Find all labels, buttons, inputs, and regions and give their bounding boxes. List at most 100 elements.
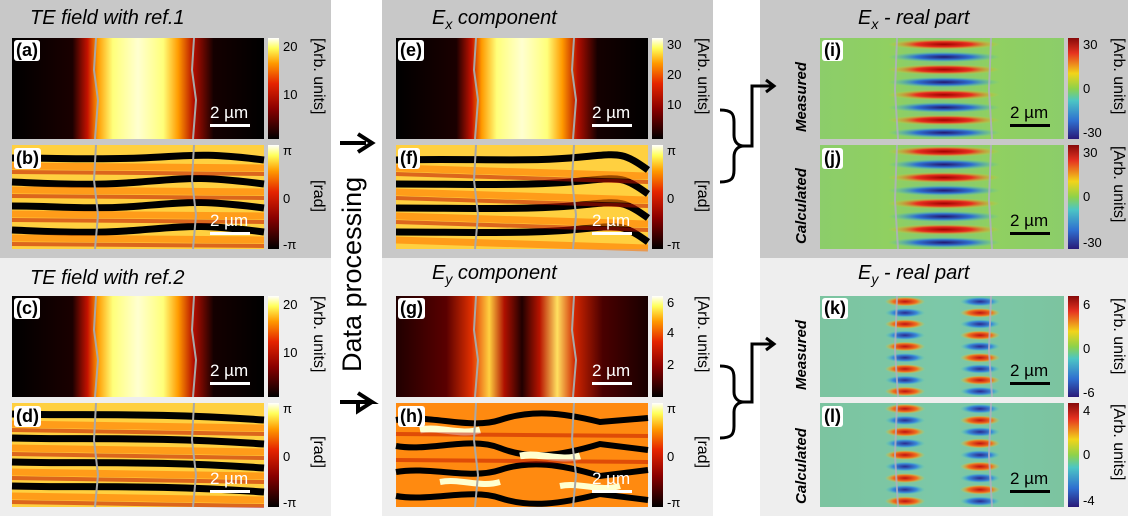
field-lobe xyxy=(885,415,925,426)
title-exr-sub: x xyxy=(871,16,879,32)
cb-i-tick-0: 0 xyxy=(1083,81,1091,96)
field-lobe xyxy=(960,386,1000,397)
scale-bar-g xyxy=(592,382,632,385)
panel-tag-k: (k) xyxy=(822,298,848,319)
field-lobe xyxy=(960,484,1000,495)
field-lobe xyxy=(888,64,1000,75)
field-lobe xyxy=(960,415,1000,426)
panel-tag-j: (j) xyxy=(822,148,843,169)
panel-tag-c: (c) xyxy=(14,298,40,319)
panel-tag-e: (e) xyxy=(398,40,424,61)
field-lobe xyxy=(885,296,925,307)
cb-d-tick-pi: π xyxy=(283,401,292,416)
field-lobe xyxy=(888,76,1000,88)
cb-f-tick-mpi: -π xyxy=(667,237,681,252)
title-ex-rest: component xyxy=(452,7,557,29)
scale-label-h: 2 µm xyxy=(592,469,631,488)
scale-bar-d xyxy=(210,490,250,493)
field-lobe xyxy=(888,146,1000,157)
cb-h-tick-pi: π xyxy=(667,401,676,416)
panel-tag-i: (i) xyxy=(822,40,843,61)
field-lobe xyxy=(888,172,1000,183)
cb-a-tick-10: 10 xyxy=(283,87,298,102)
field-lobe xyxy=(960,438,1000,449)
field-lobe xyxy=(885,427,925,437)
field-lobe xyxy=(960,496,1000,507)
cb-k-tick-6: 6 xyxy=(1083,297,1091,312)
field-lobe xyxy=(885,473,925,483)
row-label-calculated-y: Calculated xyxy=(793,428,810,504)
title-eyr-main: E xyxy=(858,262,872,284)
cb-h-tick-mpi: -π xyxy=(667,495,681,510)
cb-f-tick-pi: π xyxy=(667,143,676,158)
scale-bar-h xyxy=(592,490,632,493)
field-lobe xyxy=(885,319,925,329)
cb-j-tick-0: 0 xyxy=(1083,189,1091,204)
field-lobe xyxy=(888,51,1000,63)
scale-bar-e xyxy=(592,124,632,127)
field-lobe xyxy=(885,484,925,495)
cb-g-tick-4: 4 xyxy=(667,325,675,340)
panel-tag-a: (a) xyxy=(14,40,40,61)
scale-bar-k xyxy=(1010,382,1050,385)
field-lobe xyxy=(885,308,925,318)
scale-label-g: 2 µm xyxy=(592,361,631,380)
cb-d-tick-mpi: -π xyxy=(283,495,297,510)
field-lobe xyxy=(888,39,1000,50)
field-lobe xyxy=(888,89,1000,101)
unit-d: [rad] xyxy=(310,436,327,469)
field-lobe xyxy=(885,353,925,363)
panel-tag-d: (d) xyxy=(14,406,41,427)
title-ex-real: Ex - real part xyxy=(858,8,970,31)
unit-l: [Arb. units] xyxy=(1110,404,1127,481)
cb-l-tick-m4: -4 xyxy=(1083,493,1095,508)
cb-e-tick-30: 30 xyxy=(667,37,682,52)
scale-label-c: 2 µm xyxy=(210,361,249,380)
scale-bar-j xyxy=(1010,232,1050,235)
scale-label-b: 2 µm xyxy=(210,211,249,230)
scale-bar-a xyxy=(210,124,250,127)
title-eyr-sub: y xyxy=(871,271,879,287)
field-lobe xyxy=(888,224,1000,235)
panel-tag-f: (f) xyxy=(398,148,420,169)
field-lobe xyxy=(888,127,1000,138)
field-lobe xyxy=(885,364,925,374)
unit-b: [rad] xyxy=(310,180,327,213)
scale-label-a: 2 µm xyxy=(210,103,249,122)
cb-b-tick-pi: π xyxy=(283,143,292,158)
title-ey-real: Ey - real part xyxy=(858,263,970,286)
scale-bar-b xyxy=(210,232,250,235)
field-lobe xyxy=(960,353,1000,363)
title-ex-component: Ex component xyxy=(432,8,557,31)
scale-bar-c xyxy=(210,382,250,385)
unit-c: [Arb. units] xyxy=(310,296,327,373)
field-lobe xyxy=(960,319,1000,329)
field-lobe xyxy=(885,330,925,340)
field-lobe xyxy=(960,296,1000,307)
cb-c-tick-10: 10 xyxy=(283,345,298,360)
field-lobe xyxy=(960,403,1000,414)
field-lobe xyxy=(888,114,1000,126)
scale-bar-l xyxy=(1010,490,1050,493)
cb-l-tick-4: 4 xyxy=(1083,403,1091,418)
title-ey-main: E xyxy=(432,262,446,284)
field-lobe xyxy=(888,211,1000,222)
unit-h: [rad] xyxy=(694,436,711,469)
data-processing-label: Data processing xyxy=(337,176,367,372)
field-lobe xyxy=(885,450,925,460)
field-lobe xyxy=(885,461,925,472)
row-label-measured-y: Measured xyxy=(793,319,810,390)
cb-j-tick-30: 30 xyxy=(1083,145,1098,160)
panel-tag-b: (b) xyxy=(14,148,41,169)
unit-g: [Arb. units] xyxy=(694,296,711,373)
field-lobe xyxy=(888,102,1000,113)
field-lobe xyxy=(885,403,925,414)
unit-f: [rad] xyxy=(694,180,711,213)
title-eyr-rest: - real part xyxy=(878,262,970,284)
cb-e-tick-10: 10 xyxy=(667,97,682,112)
scale-label-j: 2 µm xyxy=(1010,211,1049,230)
cb-b-tick-mpi: -π xyxy=(283,237,297,252)
field-lobe xyxy=(960,450,1000,460)
